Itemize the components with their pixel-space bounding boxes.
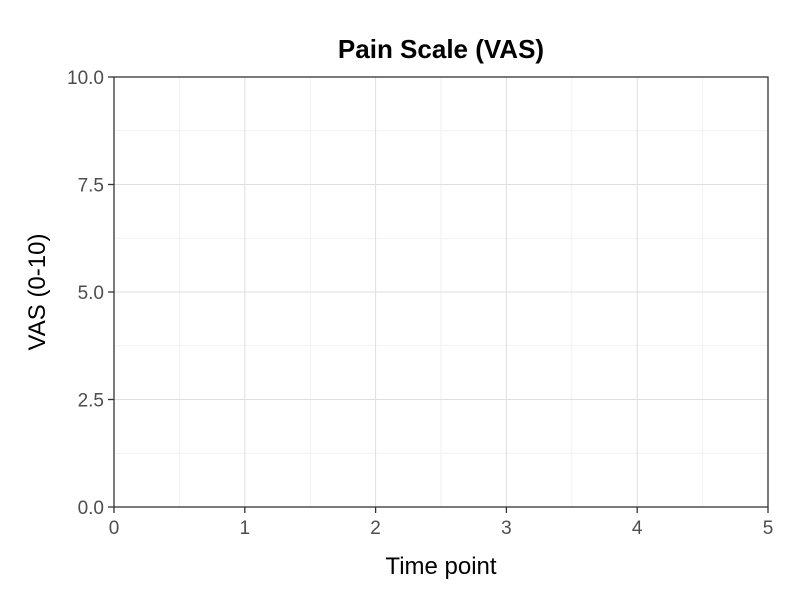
y-tick-label: 5.0 [78, 283, 104, 304]
x-tick-label: 3 [501, 518, 512, 539]
y-tick-label: 10.0 [67, 68, 104, 89]
x-axis: 0 1 2 3 4 5 [109, 507, 774, 539]
grid [113, 76, 769, 508]
x-tick-label: 4 [632, 518, 643, 539]
x-tick-label: 5 [763, 518, 774, 539]
chart-title: Pain Scale (VAS) [338, 34, 544, 64]
x-axis-label: Time point [385, 553, 496, 580]
y-axis: 0.0 2.5 5.0 7.5 10.0 [67, 68, 114, 519]
y-axis-label: VAS (0-10) [24, 234, 51, 351]
x-tick-label: 1 [240, 518, 251, 539]
y-tick-label: 2.5 [78, 391, 104, 412]
y-tick-label: 0.0 [78, 498, 104, 519]
x-tick-label: 2 [370, 518, 381, 539]
y-tick-label: 7.5 [78, 176, 104, 197]
x-tick-label: 0 [109, 518, 120, 539]
